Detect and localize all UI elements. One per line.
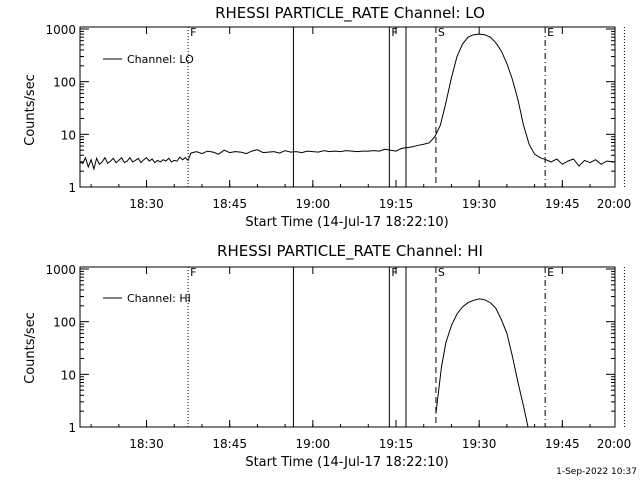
x-tick-label: 19:30 [462,437,497,451]
x-tick-label: 19:00 [296,437,331,451]
chart-title: RHESSI PARTICLE_RATE Channel: HI [217,242,483,261]
x-tick-label: 18:30 [129,197,164,211]
series-line [80,33,615,171]
plot-frame [79,266,616,428]
chart-title: RHESSI PARTICLE_RATE Channel: LO [215,4,485,23]
plot-area: 18:30 18:45 19:00 19:15 19:30 19:45 20:00 1 10 10… [45,23,631,211]
footer-timestamp: 1-Sep-2022 10:37 [556,467,637,477]
y-tick-label: 1 [68,181,76,195]
chart-panel-hi: RHESSI PARTICLE_RATE Channel: HI Counts/… [23,242,631,470]
x-tick-label: 19:30 [462,197,497,211]
y-tick-label: 1000 [45,263,76,277]
x-tick-label: 20:00 [597,197,632,211]
event-marker-label: E [547,26,554,39]
event-marker-label: E [547,266,554,279]
x-tick-label: 20:00 [597,437,632,451]
x-tick-label: 19:45 [545,437,580,451]
event-marker-label: F [391,26,397,39]
y-axis-label: Counts/sec [23,312,38,384]
legend-label: Channel: HI [127,292,191,305]
x-tick-label: 19:00 [296,197,331,211]
x-tick-label: 19:15 [379,197,414,211]
x-tick-label: 18:30 [129,437,164,451]
x-tick-label: 19:15 [379,437,414,451]
series-line [435,298,529,427]
y-tick-label: 100 [53,76,76,90]
event-marker-label: S [438,26,445,39]
y-tick-label: 100 [53,316,76,330]
event-marker-label: F [391,266,397,279]
event-marker-label: S [438,266,445,279]
event-marker-label: F [190,26,196,39]
x-tick-label: 18:45 [212,197,247,211]
plot-frame [79,26,616,188]
y-tick-label: 1 [68,421,76,435]
y-tick-label: 10 [61,368,76,382]
chart-panel-lo: RHESSI PARTICLE_RATE Channel: LO Counts/… [23,4,631,230]
y-axis-label: Counts/sec [23,74,38,146]
event-marker-label: F [190,266,196,279]
legend-label: Channel: LO [127,53,194,66]
x-axis-label: Start Time (14-Jul-17 18:22:10) [245,215,448,230]
x-tick-label: 18:45 [212,437,247,451]
x-axis-label: Start Time (14-Jul-17 18:22:10) [245,455,448,470]
y-tick-label: 1000 [45,23,76,37]
plot-area: 18:30 18:45 19:00 19:15 19:30 19:45 20:00 1 10 10… [45,263,631,451]
y-tick-label: 10 [61,128,76,142]
x-tick-label: 19:45 [545,197,580,211]
